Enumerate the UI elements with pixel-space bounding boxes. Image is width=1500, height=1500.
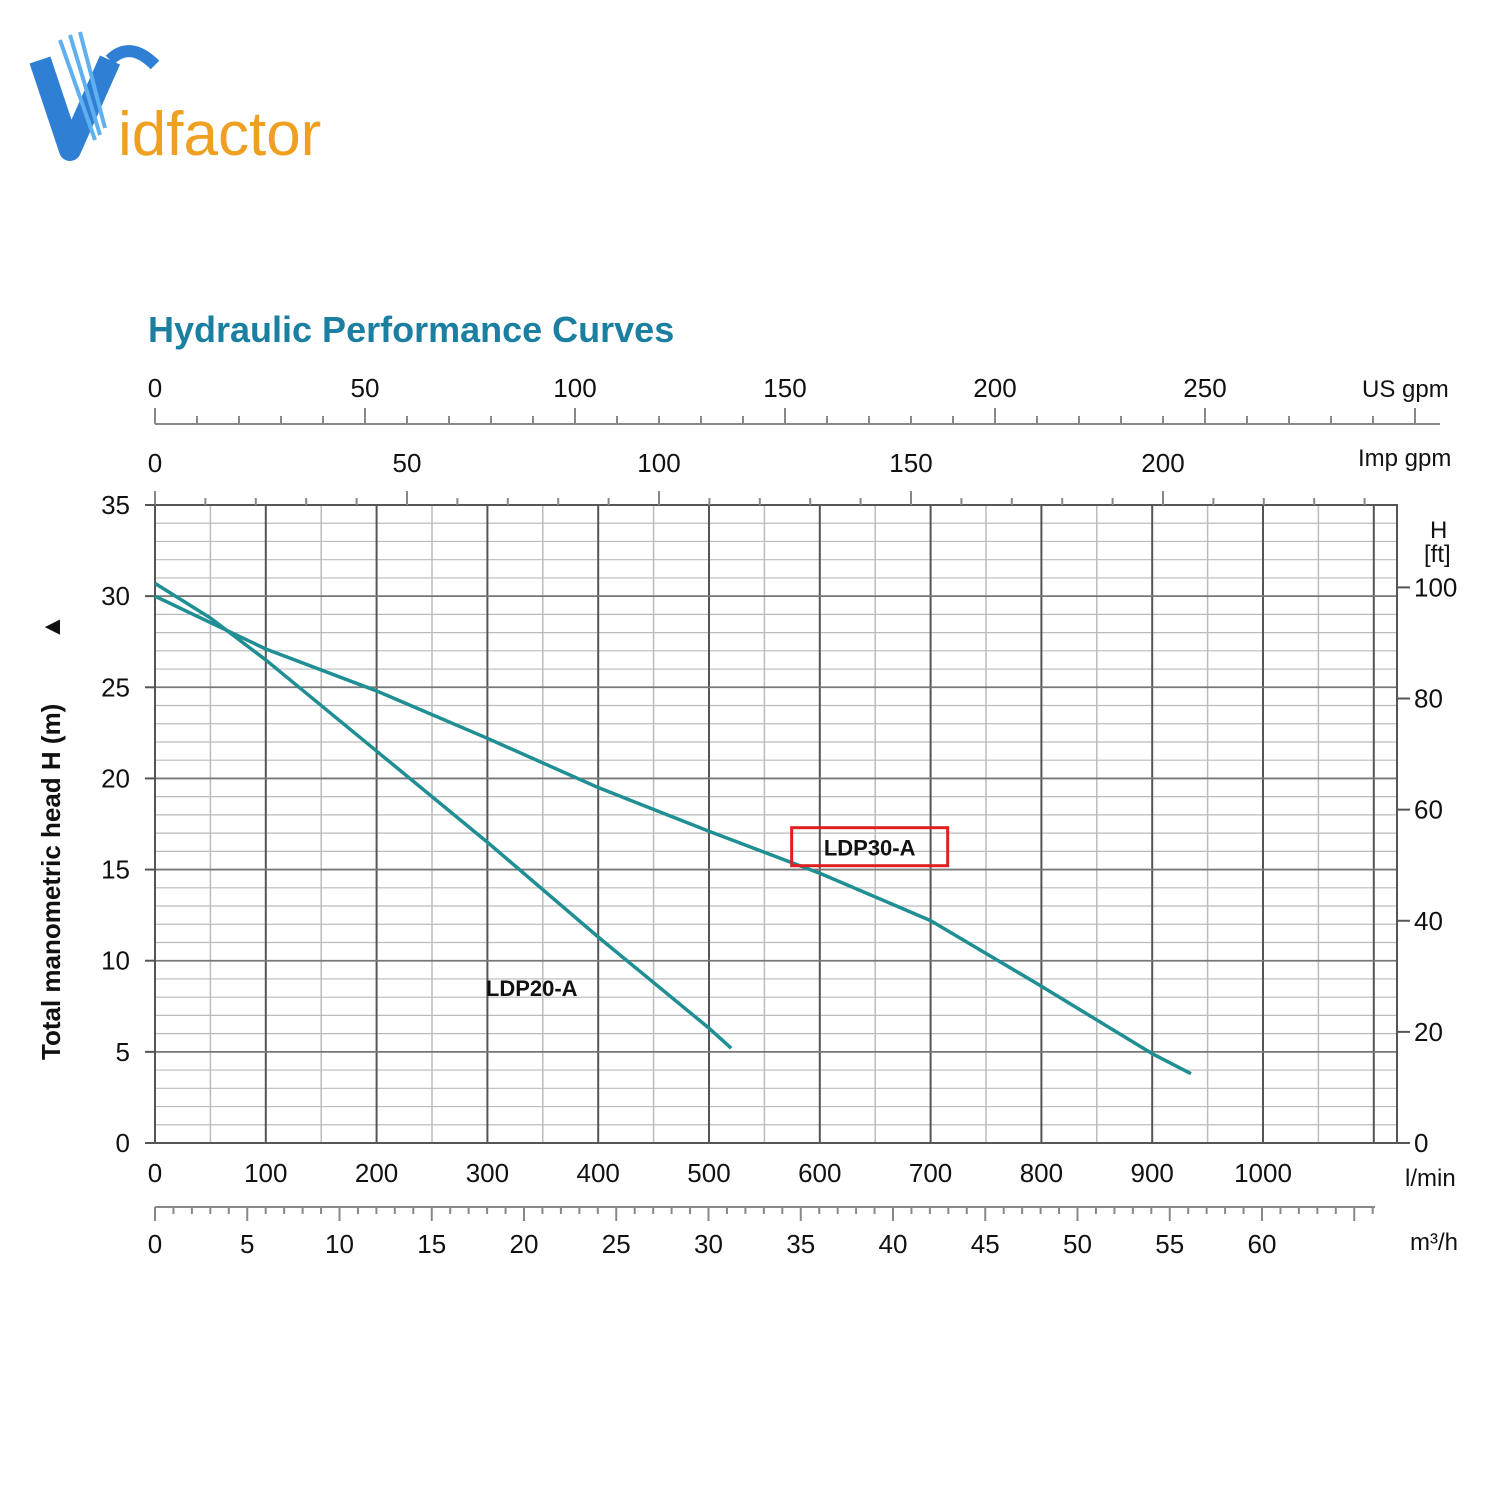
us-gpm-tick-label: 50 bbox=[351, 373, 380, 403]
lmin-tick-label: 800 bbox=[1020, 1158, 1063, 1188]
m3h-tick-label: 40 bbox=[879, 1229, 908, 1259]
curves bbox=[154, 581, 1192, 1076]
m3h-tick-label: 50 bbox=[1063, 1229, 1092, 1259]
head-ft-tick-label: 0 bbox=[1414, 1128, 1428, 1158]
m3h-tick-label: 60 bbox=[1248, 1229, 1277, 1259]
unit-ft-h: H bbox=[1430, 517, 1447, 544]
unit-imp-gpm: Imp gpm bbox=[1358, 445, 1451, 472]
head-m-tick-label: 5 bbox=[116, 1037, 130, 1067]
head-ft-tick-label: 20 bbox=[1414, 1017, 1443, 1047]
m3h-axis: 0 5 10 15 20 25 30 35 40 45 50 55 60 bbox=[148, 1206, 1375, 1259]
m3h-tick-label: 5 bbox=[240, 1229, 254, 1259]
imp-gpm-tick-label: 50 bbox=[393, 448, 422, 478]
m3h-tick-label: 25 bbox=[602, 1229, 631, 1259]
unit-us-gpm: US gpm bbox=[1362, 376, 1449, 403]
vidfactor-logo: idfactor bbox=[29, 31, 321, 169]
curve-ldp20-a bbox=[154, 581, 733, 1050]
us-gpm-tick-label: 200 bbox=[973, 373, 1016, 403]
imp-gpm-tick-label: 200 bbox=[1141, 448, 1184, 478]
lmin-tick-label: 1000 bbox=[1234, 1158, 1292, 1188]
m3h-tick-label: 30 bbox=[694, 1229, 723, 1259]
lmin-tick-label: 400 bbox=[577, 1158, 620, 1188]
curve-ldp30-a bbox=[154, 594, 1192, 1076]
imp-gpm-tick-label: 150 bbox=[889, 448, 932, 478]
imp-gpm-tick-label: 100 bbox=[637, 448, 680, 478]
lmin-tick-label: 600 bbox=[798, 1158, 841, 1188]
m3h-tick-label: 15 bbox=[417, 1229, 446, 1259]
plot-frame bbox=[154, 504, 1398, 1144]
unit-m3h: m³/h bbox=[1410, 1229, 1458, 1256]
head-ft-tick-label: 60 bbox=[1414, 795, 1443, 825]
m3h-tick-label: 20 bbox=[510, 1229, 539, 1259]
lmin-tick-label: 500 bbox=[687, 1158, 730, 1188]
head-m-tick-label: 30 bbox=[101, 581, 130, 611]
head-m-tick-label: 20 bbox=[101, 763, 130, 793]
head-m-tick-label: 0 bbox=[116, 1128, 130, 1158]
head-ft-axis: 0 20 40 60 80 100 bbox=[1397, 572, 1457, 1158]
lmin-tick-label: 200 bbox=[355, 1158, 398, 1188]
head-m-tick-label: 15 bbox=[101, 855, 130, 885]
m3h-tick-label: 10 bbox=[325, 1229, 354, 1259]
minor-gridlines bbox=[155, 505, 1397, 1143]
highlight-box bbox=[790, 826, 950, 868]
imp-gpm-axis: 0 50 100 150 200 bbox=[148, 448, 1366, 505]
imp-gpm-tick-label: 0 bbox=[148, 448, 162, 478]
series-label: LDP20-A bbox=[486, 976, 578, 1001]
lmin-tick-label: 100 bbox=[244, 1158, 287, 1188]
major-gridlines bbox=[155, 505, 1397, 1143]
logo-text: idfactor bbox=[118, 100, 321, 169]
head-m-tick-label: 35 bbox=[101, 490, 130, 520]
head-ft-tick-label: 80 bbox=[1414, 684, 1443, 714]
lmin-tick-label: 900 bbox=[1131, 1158, 1174, 1188]
head-ft-tick-label: 40 bbox=[1414, 906, 1443, 936]
head-m-tick-label: 10 bbox=[101, 946, 130, 976]
unit-ft: [ft] bbox=[1424, 541, 1451, 568]
us-gpm-tick-label: 0 bbox=[148, 373, 162, 403]
y-axis-label: Total manometric head H (m) bbox=[36, 704, 66, 1060]
chart-title: Hydraulic Performance Curves bbox=[148, 309, 674, 350]
us-gpm-axis: 0 50 100 150 200 250 bbox=[148, 373, 1440, 425]
lmin-axis: 0 100 200 300 400 500 600 700 800 900 1000 bbox=[148, 1158, 1292, 1188]
m3h-tick-label: 0 bbox=[148, 1229, 162, 1259]
us-gpm-tick-label: 100 bbox=[553, 373, 596, 403]
curve-labels: LDP20-A LDP30-A bbox=[486, 826, 950, 1001]
unit-lmin: l/min bbox=[1405, 1165, 1456, 1192]
lmin-tick-label: 0 bbox=[148, 1158, 162, 1188]
m3h-tick-label: 45 bbox=[971, 1229, 1000, 1259]
lmin-tick-label: 700 bbox=[909, 1158, 952, 1188]
lmin-tick-label: 300 bbox=[466, 1158, 509, 1188]
m3h-tick-label: 55 bbox=[1155, 1229, 1184, 1259]
head-m-axis: 0 5 10 15 20 25 30 35 bbox=[101, 490, 155, 1158]
head-ft-tick-label: 100 bbox=[1414, 572, 1457, 602]
us-gpm-tick-label: 150 bbox=[763, 373, 806, 403]
series-label: LDP30-A bbox=[824, 836, 916, 861]
us-gpm-tick-label: 250 bbox=[1183, 373, 1226, 403]
head-m-tick-label: 25 bbox=[101, 672, 130, 702]
m3h-tick-label: 35 bbox=[786, 1229, 815, 1259]
y-axis-arrow-icon: ▲ bbox=[36, 614, 66, 640]
bird-icon bbox=[29, 31, 160, 161]
